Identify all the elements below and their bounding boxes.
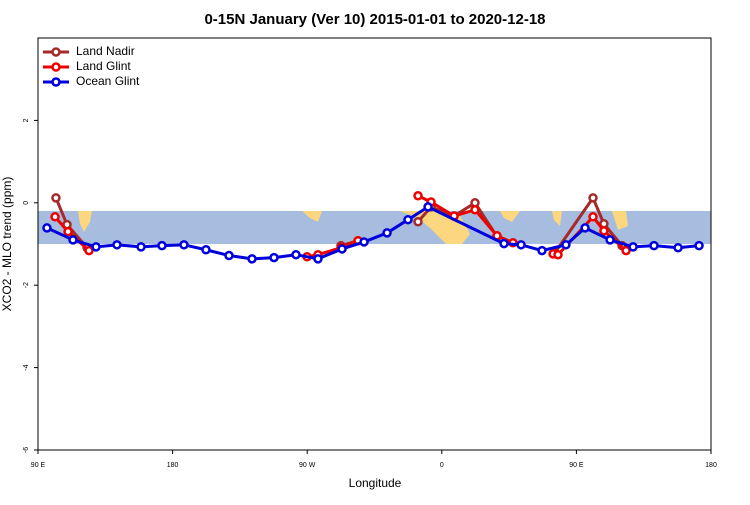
point bbox=[247, 254, 257, 264]
point bbox=[337, 244, 347, 254]
point bbox=[516, 240, 526, 250]
y-tick-label: -4 bbox=[23, 364, 30, 370]
x-tick-label: 90 W bbox=[299, 462, 316, 469]
point bbox=[382, 228, 392, 238]
point bbox=[112, 240, 122, 250]
point bbox=[201, 245, 211, 255]
x-axis-label: Longitude bbox=[349, 476, 402, 490]
y-axis-label: XCO2 - MLO trend (ppm) bbox=[0, 177, 14, 312]
x-tick-label: 180 bbox=[167, 462, 179, 469]
point bbox=[588, 212, 598, 222]
point bbox=[673, 242, 683, 253]
point bbox=[553, 249, 563, 260]
y-tick-label: 0 bbox=[23, 201, 30, 205]
point bbox=[499, 238, 509, 249]
point bbox=[605, 235, 615, 245]
point bbox=[269, 252, 279, 263]
point bbox=[628, 242, 638, 252]
point bbox=[291, 249, 301, 260]
point bbox=[51, 193, 61, 203]
y-tick-label: -2 bbox=[23, 282, 30, 288]
x-tick-label: 0 bbox=[440, 462, 444, 469]
x-tick-label: 90 E bbox=[569, 462, 584, 469]
point bbox=[580, 223, 590, 233]
point bbox=[84, 245, 94, 256]
legend-label: Land Nadir bbox=[76, 44, 135, 58]
plot-frame bbox=[37, 37, 712, 451]
y-tick-label: -6 bbox=[23, 447, 30, 453]
point bbox=[68, 235, 78, 245]
point bbox=[413, 217, 423, 227]
y-tick-label: 2 bbox=[23, 118, 30, 122]
point bbox=[470, 205, 480, 215]
point bbox=[403, 214, 413, 225]
point bbox=[561, 240, 571, 250]
point bbox=[224, 250, 234, 261]
point bbox=[136, 242, 146, 252]
legend-label: Ocean Glint bbox=[76, 74, 140, 88]
point bbox=[63, 226, 73, 237]
point bbox=[588, 193, 598, 203]
point bbox=[599, 226, 609, 236]
point bbox=[157, 240, 167, 251]
series-line bbox=[46, 205, 700, 261]
point bbox=[423, 202, 433, 212]
point bbox=[91, 242, 101, 252]
point bbox=[42, 223, 52, 233]
legend-marker bbox=[51, 77, 61, 87]
point bbox=[694, 240, 704, 251]
point bbox=[50, 212, 60, 222]
chart-title: 0-15N January (Ver 10) 2015-01-01 to 202… bbox=[204, 11, 545, 28]
legend-label: Land Glint bbox=[76, 59, 131, 73]
legend-marker bbox=[51, 62, 61, 72]
point bbox=[359, 237, 369, 247]
x-tick-label: 180 bbox=[705, 462, 717, 469]
legend-marker bbox=[51, 47, 61, 57]
point bbox=[179, 240, 189, 250]
point bbox=[413, 191, 423, 201]
point bbox=[537, 245, 547, 256]
point bbox=[621, 245, 631, 256]
x-tick-label: 90 E bbox=[31, 462, 46, 469]
point bbox=[649, 240, 659, 251]
point bbox=[313, 254, 323, 264]
